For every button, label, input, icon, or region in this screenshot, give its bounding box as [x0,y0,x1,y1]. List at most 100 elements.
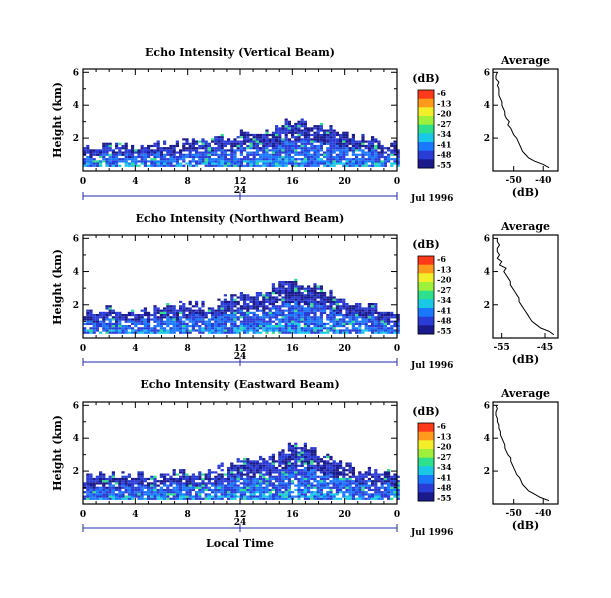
heat-cell [383,488,387,492]
heat-cell [195,311,199,314]
heat-cell [111,311,115,314]
heat-cell [332,471,336,474]
heat-cell [246,140,250,143]
heat-cell [86,320,90,323]
heat-cell [134,320,138,323]
heat-cell [220,325,224,328]
heat-cell [217,318,221,321]
heat-cell [377,316,381,319]
heat-cell [300,125,304,128]
heat-cell [195,322,199,325]
heat-cell [287,488,291,492]
heat-cell [371,307,375,310]
heat-cell [313,127,317,130]
heat-cell [307,133,311,137]
profile-frame [492,234,559,339]
heat-cell [201,497,205,500]
heat-cell [278,493,282,496]
heat-cell [198,331,202,334]
heat-cell [335,149,339,152]
heat-cell [217,497,221,500]
heat-cell [294,322,298,325]
heat-cell [172,325,176,328]
heat-cell [383,327,387,330]
heat-cell [310,305,314,308]
heat-cell [236,466,240,470]
profile-y-tick-label: 2 [484,301,490,311]
heat-cell [214,316,218,319]
heat-cell [86,147,90,150]
heat-cell [374,469,378,472]
heat-cell [291,451,295,454]
heat-cell [268,475,272,478]
heat-cell [281,303,285,306]
heat-cell [342,477,346,481]
heat-cell [137,480,141,483]
heat-cell [287,495,291,498]
heat-cell [217,305,221,308]
heat-cell [329,164,333,167]
heat-cell [313,125,317,128]
heat-cell [287,455,291,459]
heat-cell [252,473,256,476]
heat-cell [185,482,189,485]
heat-cell [342,493,346,496]
heat-cell [259,325,263,328]
heat-cell [294,449,298,452]
heat-cell [118,477,122,481]
heat-cell [147,149,151,152]
heat-cell [307,318,311,321]
heat-cell [364,482,368,485]
heat-cell [380,153,384,156]
heat-cell [383,471,387,474]
heat-cell [300,464,304,467]
heat-cell [198,495,202,498]
colorbar-unit-label: (dB) [412,238,439,251]
heat-cell [367,153,371,156]
heat-cell [390,151,394,154]
heat-cell [326,162,330,165]
heat-cell [217,322,221,325]
heat-cell [281,475,285,478]
heat-cell [265,136,269,139]
heat-cell [355,320,359,323]
heat-cell [345,162,349,165]
heat-cell [150,160,154,163]
heat-cell [387,149,391,152]
heat-cell [262,158,266,161]
heat-cell [339,318,343,321]
heat-cell [236,296,240,299]
heat-cell [297,285,301,288]
heat-cell [374,486,378,489]
heat-cell [329,133,333,137]
heat-cell [342,322,346,325]
heat-cell [268,303,272,306]
heat-cell [329,131,333,134]
heat-cell [159,147,163,150]
heat-cell [287,281,291,284]
heat-cell [211,151,215,154]
heat-cell [223,477,227,481]
heat-cell [92,153,96,156]
heat-cell [323,131,327,134]
heat-cell [227,307,231,310]
heat-cell [367,307,371,310]
heat-cell [287,464,291,467]
heat-cell [121,158,125,161]
heat-cell [217,473,221,476]
heat-cell [217,327,221,330]
heat-cell [243,466,247,470]
heat-cell [195,316,199,319]
heat-cell [99,316,103,319]
heat-cell [310,144,314,148]
heat-cell [147,316,151,319]
heat-cell [159,473,163,476]
heat-cell [163,160,167,163]
heat-cell [230,471,234,474]
heat-cell [278,144,282,148]
heat-cell [339,484,343,487]
heat-cell [303,475,307,478]
heat-cell [131,322,135,325]
heat-cell [249,329,253,332]
heat-cell [115,480,119,483]
